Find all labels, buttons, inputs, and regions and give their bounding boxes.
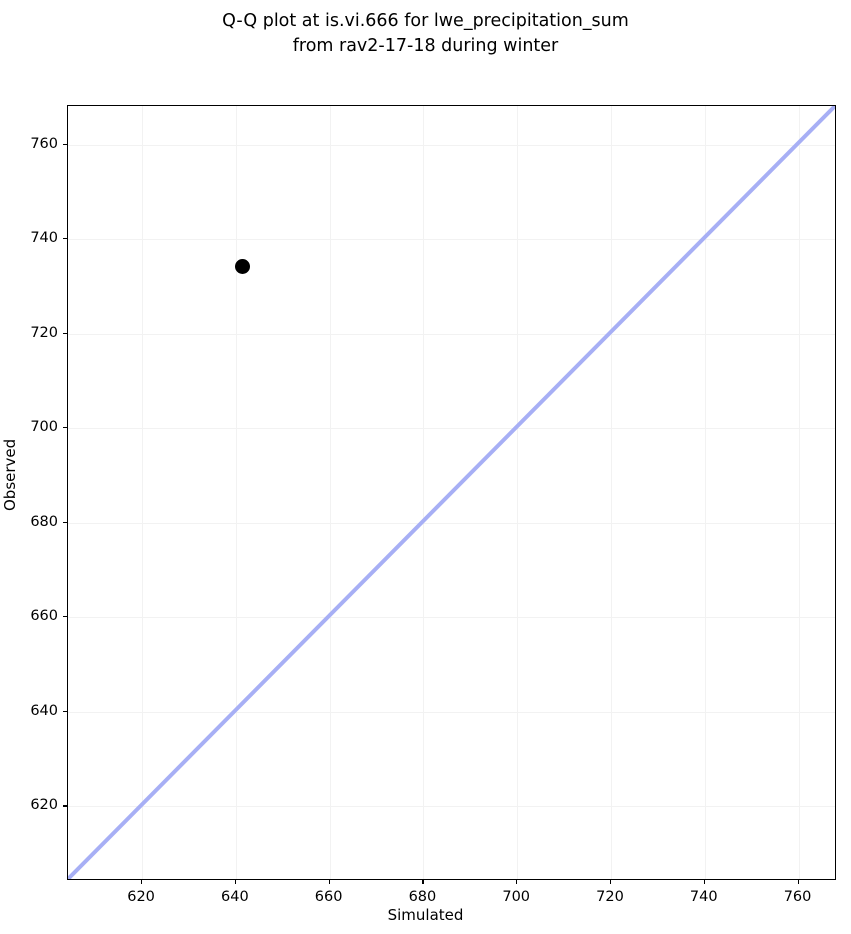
y-tick-mark xyxy=(63,805,67,807)
data-point xyxy=(235,258,251,274)
y-tick-label: 660 xyxy=(30,608,58,625)
identity-reference-line xyxy=(68,106,835,879)
x-tick-label: 700 xyxy=(502,889,531,905)
gridline-horizontal xyxy=(68,239,835,241)
x-tick-label: 660 xyxy=(314,889,343,905)
gridline-vertical xyxy=(142,106,144,879)
plot-area xyxy=(67,105,836,880)
y-tick-mark xyxy=(63,710,67,712)
y-axis-label: Observed xyxy=(1,438,19,511)
gridline-horizontal xyxy=(68,333,835,335)
y-tick-mark xyxy=(63,616,67,618)
y-tick-mark xyxy=(63,238,67,240)
y-tick-label: 720 xyxy=(30,324,58,341)
gridline-horizontal xyxy=(68,711,835,713)
gridline-horizontal xyxy=(68,522,835,524)
x-tick-mark xyxy=(234,880,237,884)
gridline-vertical xyxy=(329,106,331,879)
page-title: Q-Q plot at is.vi.666 for lwe_precipitat… xyxy=(222,11,629,56)
x-tick-mark xyxy=(797,880,799,884)
gridline-vertical xyxy=(610,106,612,879)
x-tick-label: 640 xyxy=(221,889,249,905)
gridline-horizontal xyxy=(68,806,835,808)
gridline-horizontal xyxy=(68,144,835,146)
identity-line xyxy=(68,106,835,879)
x-tick-mark xyxy=(328,880,330,884)
gridline-horizontal xyxy=(68,428,835,430)
y-tick-label: 740 xyxy=(30,230,58,247)
y-tick-mark xyxy=(63,521,67,523)
y-tick-mark xyxy=(63,332,67,334)
y-tick-label: 680 xyxy=(30,513,58,530)
x-tick-mark xyxy=(609,880,612,884)
y-tick-label: 640 xyxy=(30,702,58,719)
x-tick-label: 760 xyxy=(783,889,812,905)
x-tick-mark xyxy=(516,880,518,884)
x-axis-label: Simulated xyxy=(387,906,464,924)
y-tick-mark xyxy=(63,427,67,429)
gridline-vertical xyxy=(235,106,237,879)
gridline-vertical xyxy=(423,106,425,879)
x-tick-mark xyxy=(703,880,705,884)
gridline-vertical xyxy=(704,106,706,879)
gridline-horizontal xyxy=(68,617,835,619)
x-tick-label: 740 xyxy=(689,889,718,905)
y-tick-label: 760 xyxy=(30,135,58,152)
x-tick-label: 720 xyxy=(596,889,624,905)
gridline-vertical xyxy=(517,106,519,879)
x-tick-label: 680 xyxy=(408,889,437,905)
y-tick-label: 700 xyxy=(30,419,58,436)
x-tick-label: 620 xyxy=(127,889,155,905)
x-tick-mark xyxy=(422,880,424,884)
gridline-vertical xyxy=(798,106,800,879)
y-tick-mark xyxy=(63,143,67,145)
y-tick-label: 620 xyxy=(30,797,58,814)
x-tick-mark xyxy=(141,880,143,884)
